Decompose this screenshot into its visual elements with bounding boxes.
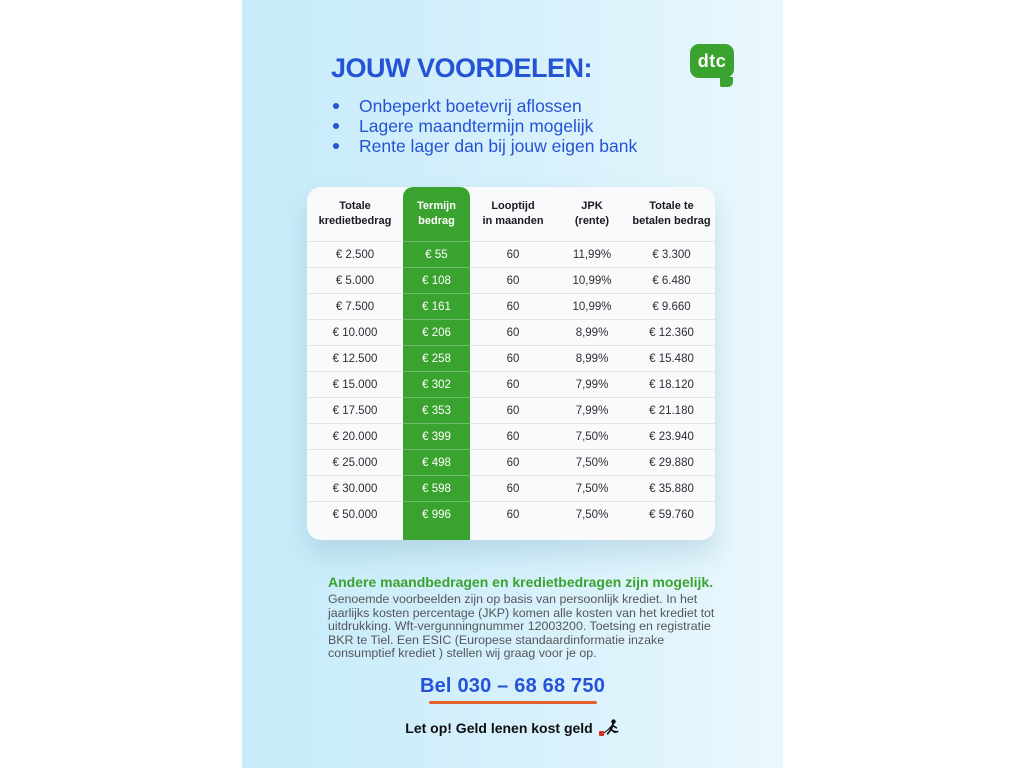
table-cell: € 25.000 xyxy=(307,449,403,475)
table-cell: € 302 xyxy=(403,371,470,397)
dtc-logo: dtc xyxy=(690,44,734,87)
table-cell: 7,50% xyxy=(556,423,628,449)
loan-warning-text: Let op! Geld lenen kost geld xyxy=(405,720,593,736)
table-cell: € 55 xyxy=(403,241,470,267)
phone-cta[interactable]: Bel 030 – 68 68 750 xyxy=(419,675,606,697)
table-cell: € 108 xyxy=(403,267,470,293)
table-cell: € 598 xyxy=(403,475,470,501)
table-cell: 60 xyxy=(470,423,556,449)
table-cell: € 50.000 xyxy=(307,501,403,527)
rates-table-grid: Totale kredietbedrag Termijn bedrag Looptijd… xyxy=(307,187,715,540)
table-cell: € 12.500 xyxy=(307,345,403,371)
table-cell: 7,50% xyxy=(556,475,628,501)
phone-underline xyxy=(428,701,597,704)
table-cell: 60 xyxy=(470,293,556,319)
table-cell: € 5.000 xyxy=(307,267,403,293)
table-cell: 7,50% xyxy=(556,501,628,527)
table-cell: 60 xyxy=(470,319,556,345)
table-cell: 10,99% xyxy=(556,267,628,293)
table-cell: € 399 xyxy=(403,423,470,449)
dragging-weight-icon xyxy=(598,719,619,736)
column-header: JPK (rente) xyxy=(574,200,610,227)
table-cell: € 258 xyxy=(403,345,470,371)
table-cell: € 10.000 xyxy=(307,319,403,345)
table-cell: € 6.480 xyxy=(628,267,715,293)
table-cell: 10,99% xyxy=(556,293,628,319)
benefit-item: Rente lager dan bij jouw eigen bank xyxy=(333,136,637,156)
table-cell: € 12.360 xyxy=(628,319,715,345)
benefit-label: Onbeperkt boetevrij aflossen xyxy=(359,95,582,116)
table-cell: € 21.180 xyxy=(628,397,715,423)
table-cell: 60 xyxy=(470,475,556,501)
highlight-column-background xyxy=(403,187,470,540)
table-cell: € 161 xyxy=(403,293,470,319)
table-cell: € 30.000 xyxy=(307,475,403,501)
table-cell: 8,99% xyxy=(556,319,628,345)
table-cell: € 996 xyxy=(403,501,470,527)
phone-cta-wrap: Bel 030 – 68 68 750 xyxy=(242,675,783,704)
table-cell: € 17.500 xyxy=(307,397,403,423)
table-cell: 7,99% xyxy=(556,397,628,423)
table-cell: € 353 xyxy=(403,397,470,423)
table-cell: 8,99% xyxy=(556,345,628,371)
table-cell: € 23.940 xyxy=(628,423,715,449)
table-cell: € 15.480 xyxy=(628,345,715,371)
table-cell: 11,99% xyxy=(556,241,628,267)
table-cell: € 498 xyxy=(403,449,470,475)
table-cell: € 20.000 xyxy=(307,423,403,449)
column-header: Termijn bedrag xyxy=(417,200,456,227)
table-cell: 7,50% xyxy=(556,449,628,475)
table-cell: € 29.880 xyxy=(628,449,715,475)
page-title: JOUW VOORDELEN: xyxy=(331,53,593,83)
table-cell: € 206 xyxy=(403,319,470,345)
rates-table-card: Totale kredietbedrag Termijn bedrag Looptijd… xyxy=(307,187,715,540)
table-cell: € 35.880 xyxy=(628,475,715,501)
column-header: Totale te betalen bedrag xyxy=(632,200,711,227)
bullet-icon xyxy=(333,143,339,149)
dtc-logo-text: dtc xyxy=(697,50,727,71)
table-cell: 60 xyxy=(470,267,556,293)
table-cell: € 59.760 xyxy=(628,501,715,527)
footnote-heading: Andere maandbedragen en kredietbedragen … xyxy=(328,574,714,590)
column-header: Totale kredietbedrag xyxy=(318,200,392,227)
table-cell: € 9.660 xyxy=(628,293,715,319)
table-cell: 60 xyxy=(470,501,556,527)
table-cell: 7,99% xyxy=(556,371,628,397)
table-cell: € 7.500 xyxy=(307,293,403,319)
benefits-list: Onbeperkt boetevrij aflossen Lagere maan… xyxy=(333,96,637,156)
table-cell: 60 xyxy=(470,397,556,423)
footnote-body: Genoemde voorbeelden zijn op basis van p… xyxy=(328,592,715,661)
column-header: Looptijd in maanden xyxy=(482,200,544,227)
bullet-icon xyxy=(333,123,339,129)
table-cell: 60 xyxy=(470,345,556,371)
table-cell: € 18.120 xyxy=(628,371,715,397)
benefit-label: Rente lager dan bij jouw eigen bank xyxy=(359,135,638,156)
table-cell: € 15.000 xyxy=(307,371,403,397)
table-cell: 60 xyxy=(470,241,556,267)
loan-warning: Let op! Geld lenen kost geld xyxy=(242,719,783,737)
benefit-item: Lagere maandtermijn mogelijk xyxy=(333,116,637,136)
benefit-item: Onbeperkt boetevrij aflossen xyxy=(333,96,637,116)
table-cell: € 3.300 xyxy=(628,241,715,267)
table-cell: 60 xyxy=(470,449,556,475)
table-cell: 60 xyxy=(470,371,556,397)
table-cell: € 2.500 xyxy=(307,241,403,267)
bullet-icon xyxy=(333,103,339,109)
flyer-panel: JOUW VOORDELEN: Onbeperkt boetevrij aflo… xyxy=(242,0,783,768)
benefit-label: Lagere maandtermijn mogelijk xyxy=(359,115,594,136)
